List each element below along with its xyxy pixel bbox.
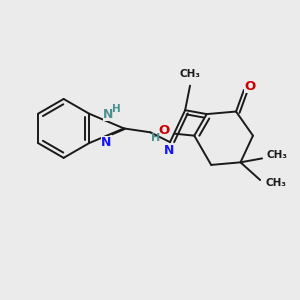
Text: CH₃: CH₃ bbox=[267, 151, 288, 160]
Text: CH₃: CH₃ bbox=[179, 69, 200, 79]
Text: O: O bbox=[244, 80, 255, 92]
Text: CH₃: CH₃ bbox=[265, 178, 286, 188]
Text: H: H bbox=[151, 133, 160, 142]
Text: N: N bbox=[164, 143, 174, 157]
Text: H: H bbox=[112, 104, 121, 114]
Text: N: N bbox=[101, 136, 112, 149]
Text: O: O bbox=[158, 124, 170, 137]
Text: N: N bbox=[103, 108, 114, 121]
